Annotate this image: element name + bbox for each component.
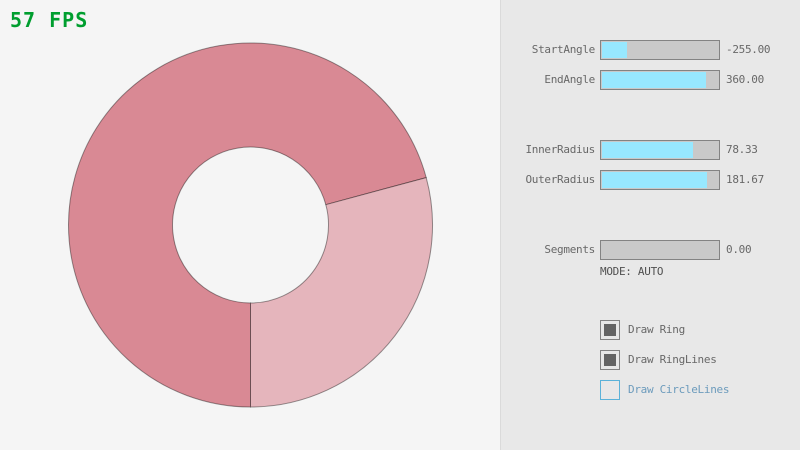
ring-sector-light — [250, 176, 433, 408]
checkbox-draw-ringlines[interactable]: Draw RingLines — [600, 350, 717, 370]
slider-fill-startangle — [602, 42, 627, 58]
slider-outerradius[interactable] — [600, 170, 720, 190]
slider-endangle[interactable] — [600, 70, 720, 90]
checkbox-label: Draw CircleLines — [628, 383, 730, 396]
checkbox-box — [600, 350, 620, 370]
checkbox-box — [600, 380, 620, 400]
checkbox-draw-circlelines[interactable]: Draw CircleLines — [600, 380, 729, 400]
slider-label-innerradius: InnerRadius — [525, 143, 595, 156]
slider-fill-outerradius — [602, 172, 707, 188]
checkbox-draw-ring[interactable]: Draw Ring — [600, 320, 685, 340]
slider-label-endangle: EndAngle — [544, 73, 595, 86]
slider-value-endangle: 360.00 — [726, 73, 764, 86]
slider-value-startangle: -255.00 — [726, 43, 771, 56]
slider-startangle[interactable] — [600, 40, 720, 60]
slider-fill-innerradius — [602, 142, 693, 158]
slider-innerradius[interactable] — [600, 140, 720, 160]
slider-value-segments: 0.00 — [726, 243, 752, 256]
slider-value-innerradius: 78.33 — [726, 143, 758, 156]
checkbox-check-icon — [604, 324, 616, 336]
slider-label-segments: Segments — [544, 243, 595, 256]
mode-label: MODE: AUTO — [600, 265, 664, 278]
slider-label-startangle: StartAngle — [531, 43, 596, 56]
checkbox-label: Draw Ring — [628, 323, 685, 336]
slider-label-outerradius: OuterRadius — [525, 173, 595, 186]
ring-sector-dark — [68, 42, 427, 408]
checkbox-check-icon — [604, 354, 616, 366]
slider-segments[interactable] — [600, 240, 720, 260]
checkbox-label: Draw RingLines — [628, 353, 717, 366]
checkbox-check-icon — [604, 384, 616, 396]
fps-counter: 57 FPS — [10, 8, 89, 32]
slider-value-outerradius: 181.67 — [726, 173, 764, 186]
slider-fill-endangle — [602, 72, 706, 88]
checkbox-box — [600, 320, 620, 340]
ring-chart — [68, 42, 433, 408]
